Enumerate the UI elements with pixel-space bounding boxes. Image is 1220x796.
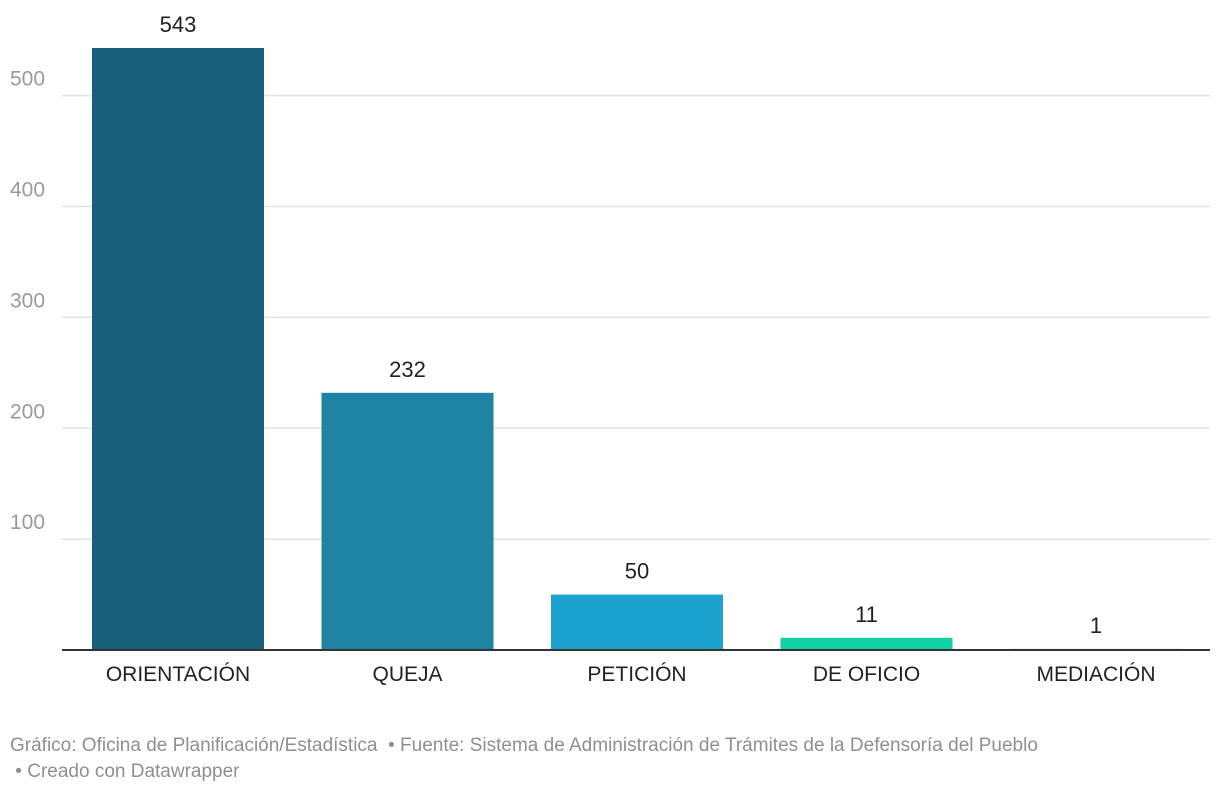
x-category-label: PETICIÓN bbox=[587, 663, 686, 686]
y-tick-label: 500 bbox=[10, 68, 45, 91]
bar bbox=[321, 392, 494, 650]
footer-source: Fuente: Sistema de Administración de Trá… bbox=[400, 735, 1038, 756]
footer-credit: Gráfico: Oficina de Planificación/Estadí… bbox=[10, 735, 378, 756]
value-label: 11 bbox=[855, 602, 878, 627]
x-category-label: QUEJA bbox=[372, 663, 442, 686]
bar bbox=[780, 637, 953, 650]
x-axis-categories: ORIENTACIÓN QUEJA PETICIÓN DE OFICIO MEDIACI… bbox=[106, 663, 1156, 686]
y-axis-ticks: 100 200 300 400 500 bbox=[10, 68, 45, 534]
y-tick-label: 200 bbox=[10, 400, 45, 423]
y-tick-label: 400 bbox=[10, 179, 45, 202]
bars bbox=[92, 48, 1182, 650]
value-label: 543 bbox=[160, 12, 197, 37]
x-category-label: MEDIACIÓN bbox=[1036, 663, 1155, 686]
y-tick-label: 300 bbox=[10, 289, 45, 312]
x-category-label: DE OFICIO bbox=[813, 663, 920, 686]
x-category-label: ORIENTACIÓN bbox=[106, 663, 250, 686]
y-tick-label: 100 bbox=[10, 511, 45, 534]
value-label: 1 bbox=[1090, 613, 1102, 638]
value-label: 50 bbox=[625, 559, 649, 584]
footer-bullet: • bbox=[388, 735, 395, 756]
bar bbox=[551, 594, 723, 650]
chart-footer: Gráfico: Oficina de Planificación/Estadí… bbox=[10, 733, 1210, 785]
value-label: 232 bbox=[389, 357, 426, 382]
footer-bullet: • bbox=[15, 761, 22, 782]
footer-created-with: Creado con Datawrapper bbox=[27, 761, 240, 782]
bar bbox=[92, 48, 264, 650]
